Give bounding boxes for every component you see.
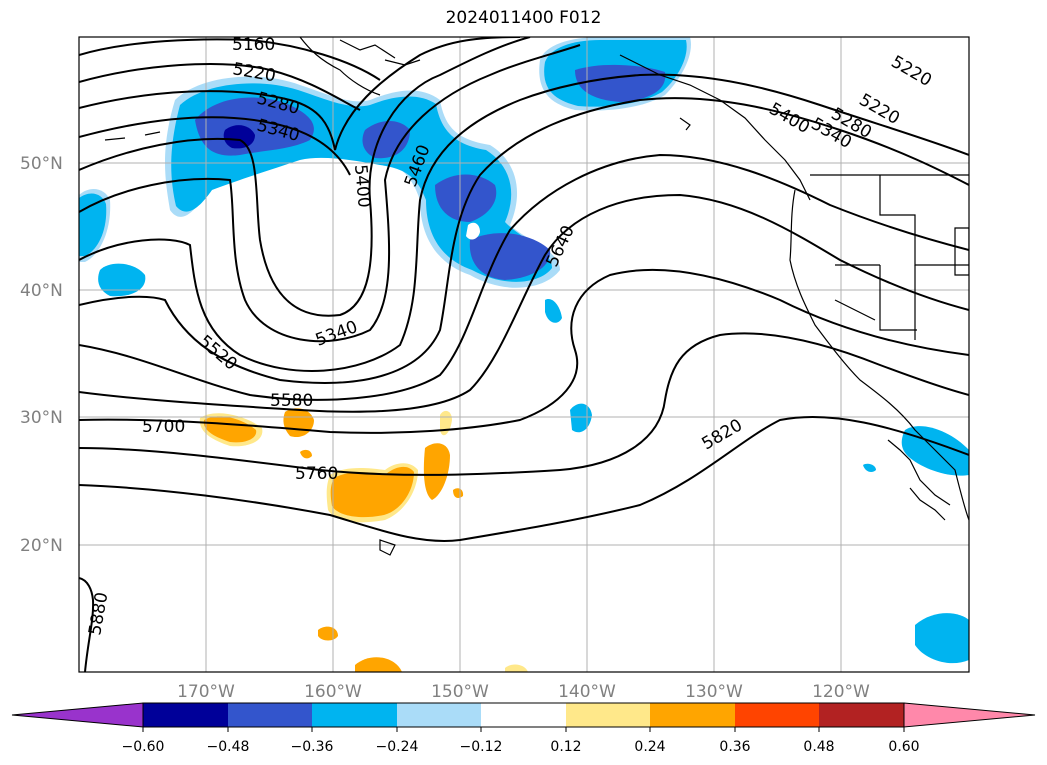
colorbar-tick-label: −0.60 (122, 739, 165, 755)
latitude-labels: 50°N 40°N 30°N 20°N (20, 154, 63, 556)
map-frame (78, 36, 970, 673)
colorbar-tick-label: −0.48 (207, 739, 250, 755)
lon-label: 130°W (685, 682, 743, 702)
positive-omega-shading (199, 408, 528, 672)
colorbar-segment (481, 703, 566, 727)
colorbar-tick-label: 0.60 (888, 739, 919, 755)
coastlines (104, 37, 969, 556)
lon-label: 140°W (558, 682, 616, 702)
longitude-labels: 170°W 160°W 150°W 140°W 130°W 120°W (177, 682, 870, 702)
colorbar-segment (566, 703, 650, 727)
height-contours (79, 37, 969, 672)
colorbar-tick-label: −0.12 (460, 739, 503, 755)
colorbar-extend-low (11, 702, 144, 728)
colorbar-tick-label: 0.24 (634, 739, 665, 755)
colorbar-segment (228, 703, 312, 727)
lat-label: 20°N (20, 536, 63, 556)
colorbar-tick-label: −0.24 (376, 739, 419, 755)
colorbar-segment (397, 703, 481, 727)
lat-label: 50°N (20, 154, 63, 174)
colorbar-segment (312, 703, 397, 727)
colorbar-tick-label: −0.36 (291, 739, 334, 755)
contour-label: 5760 (295, 464, 338, 484)
colorbar-segment (650, 703, 735, 727)
colorbar-tick-label: 0.12 (550, 739, 581, 755)
lon-label: 170°W (177, 682, 235, 702)
lon-label: 150°W (431, 682, 489, 702)
lat-label: 40°N (20, 281, 63, 301)
contour-label: 5700 (142, 417, 185, 437)
colorbar-ticks (142, 727, 905, 732)
lat-label: 30°N (20, 408, 63, 428)
contour-label: 5580 (270, 391, 313, 411)
contour-label: 5160 (232, 35, 275, 55)
colorbar-segment (819, 703, 904, 727)
map-title: 2024011400 F012 (445, 8, 602, 28)
colorbar-segment (735, 703, 819, 727)
colorbar-extend-high (903, 702, 1036, 728)
contour-label: 5400 (350, 164, 374, 209)
colorbar-segment (143, 703, 228, 727)
colorbar: −0.60 −0.48 −0.36 −0.24 −0.12 0.12 0.24 … (11, 702, 1036, 755)
colorbar-tick-label: 0.36 (719, 739, 750, 755)
lon-label: 160°W (304, 682, 362, 702)
lon-label: 120°W (812, 682, 870, 702)
graticule (79, 37, 969, 672)
colorbar-tick-labels: −0.60 −0.48 −0.36 −0.24 −0.12 0.12 0.24 … (122, 739, 920, 755)
colorbar-tick-label: 0.48 (803, 739, 834, 755)
colorbar-frame (142, 702, 905, 728)
